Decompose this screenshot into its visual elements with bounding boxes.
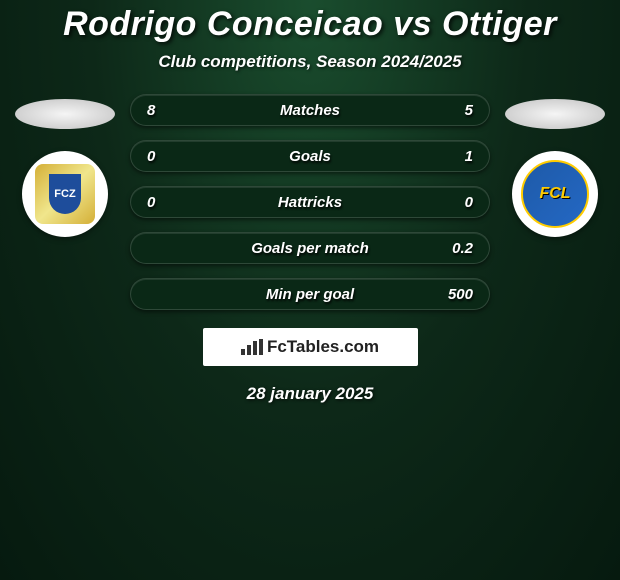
stat-row-goals: 0 Goals 1 [130,140,490,172]
date-label: 28 january 2025 [0,384,620,404]
stat-right-value: 0.2 [445,240,473,257]
branding-box[interactable]: FcTables.com [203,328,418,366]
stat-right-value: 5 [445,102,473,119]
comparison-row: FCZ 8 Matches 5 0 Goals 1 0 Hattricks 0 [0,94,620,310]
stat-label: Matches [280,102,340,119]
stat-row-goals-per-match: Goals per match 0.2 [130,232,490,264]
stat-row-hattricks: 0 Hattricks 0 [130,186,490,218]
stat-label: Min per goal [266,286,354,303]
stat-row-min-per-goal: Min per goal 500 [130,278,490,310]
stat-right-value: 500 [445,286,473,303]
fcl-logo-icon: FCL [521,160,589,228]
stat-left-value: 0 [147,148,175,165]
left-player-col: FCZ [15,94,115,237]
right-player-col: FCL [505,94,605,237]
stat-left-value: 0 [147,194,175,211]
stat-row-matches: 8 Matches 5 [130,94,490,126]
right-club-logo: FCL [512,151,598,237]
stat-left-value: 8 [147,102,175,119]
stat-right-value: 1 [445,148,473,165]
stat-right-value: 0 [445,194,473,211]
branding-text: FcTables.com [267,337,379,357]
page-subtitle: Club competitions, Season 2024/2025 [0,52,620,72]
left-club-logo: FCZ [22,151,108,237]
stat-label: Goals [289,148,331,165]
stat-label: Goals per match [251,240,369,257]
fcz-logo-text: FCZ [49,174,81,214]
stats-column: 8 Matches 5 0 Goals 1 0 Hattricks 0 Goal… [130,94,490,310]
right-flag-placeholder [505,99,605,129]
chart-icon [241,339,263,355]
page-title: Rodrigo Conceicao vs Ottiger [0,5,620,44]
fcz-logo-icon: FCZ [35,164,95,224]
stat-label: Hattricks [278,194,342,211]
left-flag-placeholder [15,99,115,129]
